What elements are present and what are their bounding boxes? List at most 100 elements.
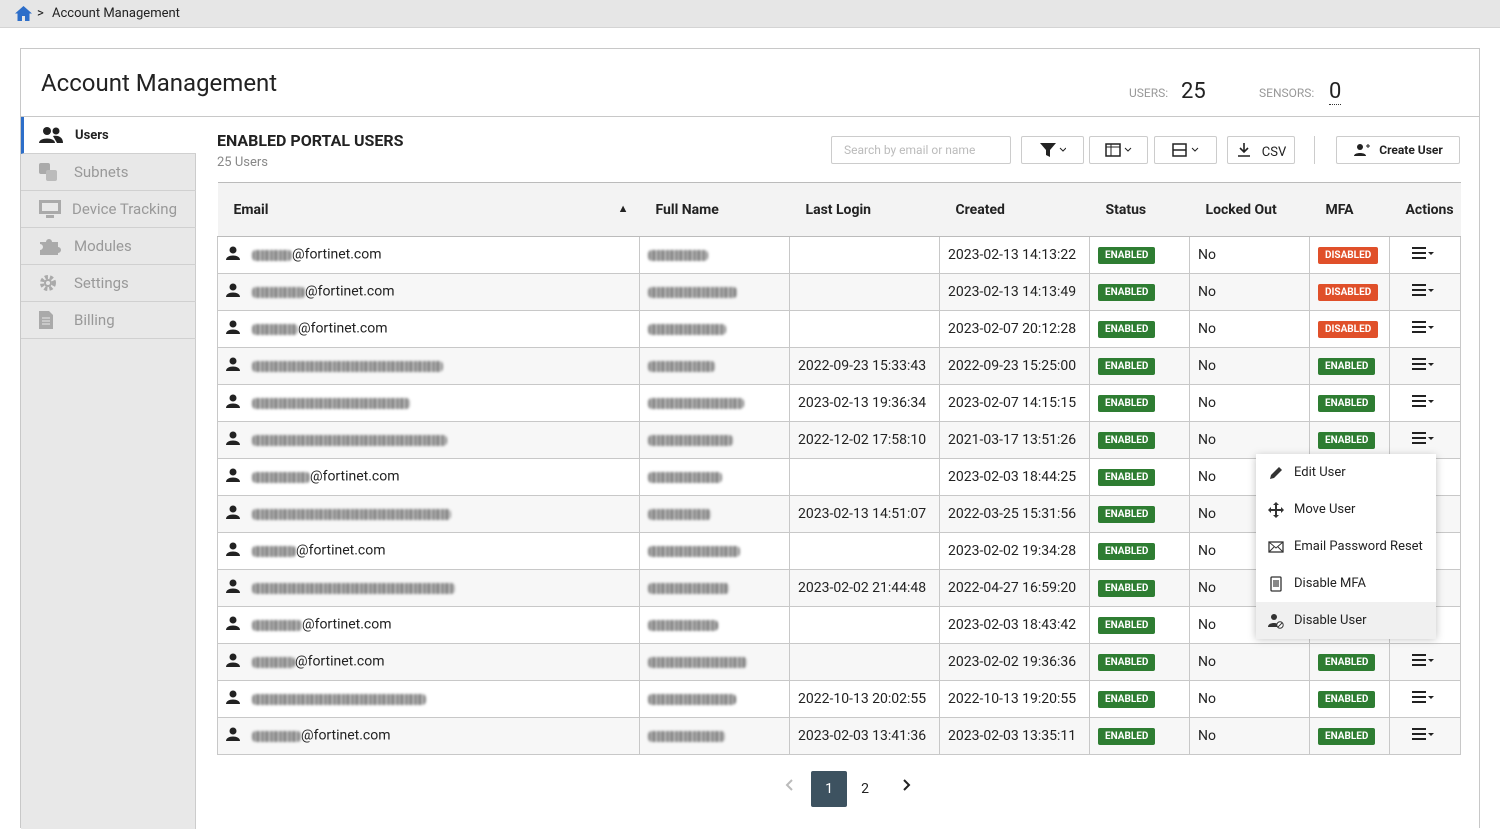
actions-button[interactable] xyxy=(1412,395,1434,411)
menu-item[interactable]: Move User xyxy=(1256,491,1436,528)
actions-button[interactable] xyxy=(1412,247,1434,263)
users-table: Email ▲ Full Name Last Login Created Status Lo… xyxy=(217,182,1461,755)
page-button[interactable]: 1 xyxy=(811,771,847,807)
email-cell: @fortinet.com xyxy=(217,236,640,274)
menu-label: Disable User xyxy=(1294,613,1367,628)
menu-item[interactable]: Email Password Reset xyxy=(1256,528,1436,565)
table-row: @fortinet.com 2023-02-02 19:36:36 ENABLED N… xyxy=(217,643,1461,681)
email-text: @fortinet.com xyxy=(305,283,395,300)
user-icon xyxy=(226,431,252,449)
created: 2023-02-13 14:13:49 xyxy=(948,284,1077,300)
sidebar-icon xyxy=(38,162,70,182)
table-row: 2022-09-23 15:33:43 2022-09-23 15:25:00 EN… xyxy=(217,347,1461,385)
locked-out: No xyxy=(1198,321,1216,337)
home-icon[interactable] xyxy=(15,6,32,21)
menu-item[interactable]: Edit User xyxy=(1256,454,1436,491)
menu-icon xyxy=(1268,501,1284,518)
actions-button[interactable] xyxy=(1412,432,1434,448)
last-login: 2022-10-13 20:02:55 xyxy=(798,691,927,707)
mfa-cell: ENABLED xyxy=(1309,680,1390,718)
actions-cell xyxy=(1389,273,1461,311)
sidebar-item[interactable]: Modules xyxy=(21,228,196,265)
locked-out: No xyxy=(1198,691,1216,707)
last-login: 2023-02-03 13:41:36 xyxy=(798,728,927,744)
created: 2022-03-25 15:31:56 xyxy=(948,506,1077,522)
actions-button[interactable] xyxy=(1412,654,1434,670)
redacted xyxy=(648,471,722,483)
sidebar-item[interactable]: Subnets xyxy=(21,154,196,191)
created-cell: 2022-04-27 16:59:20 xyxy=(939,569,1090,607)
filter-button[interactable] xyxy=(1021,136,1084,164)
menu-item[interactable]: Disable User xyxy=(1256,602,1436,639)
density-button[interactable] xyxy=(1154,136,1217,164)
badge: ENABLED xyxy=(1098,691,1156,708)
user-icon xyxy=(226,246,252,264)
actions-button[interactable] xyxy=(1412,728,1434,744)
email-text: @fortinet.com xyxy=(295,653,385,670)
menu-label: Email Password Reset xyxy=(1294,539,1423,554)
redacted xyxy=(648,397,744,409)
locked-cell: No xyxy=(1189,421,1310,459)
locked-cell: No xyxy=(1189,680,1310,718)
badge: ENABLED xyxy=(1098,469,1156,486)
sidebar: Users Subnets Device Tracking Modules Settin… xyxy=(21,117,196,829)
actions-cell xyxy=(1389,310,1461,348)
sidebar-item[interactable]: Users xyxy=(21,117,196,154)
created: 2022-10-13 19:20:55 xyxy=(948,691,1077,707)
sidebar-item[interactable]: Device Tracking xyxy=(21,191,196,228)
column-header: MFA xyxy=(1309,182,1390,237)
columns-button[interactable] xyxy=(1089,136,1148,164)
search-input[interactable]: Search by email or name xyxy=(831,136,1011,164)
email-cell xyxy=(217,384,640,422)
redacted xyxy=(648,434,733,446)
badge: ENABLED xyxy=(1098,321,1156,338)
user-icon xyxy=(226,542,252,560)
menu-icon xyxy=(1268,540,1284,554)
last-login-cell: 2023-02-02 21:44:48 xyxy=(789,569,940,607)
page-button[interactable]: 2 xyxy=(861,781,869,797)
status-cell: ENABLED xyxy=(1089,310,1190,348)
actions-button[interactable] xyxy=(1412,321,1434,337)
created-cell: 2022-03-25 15:31:56 xyxy=(939,495,1090,533)
user-icon xyxy=(226,616,252,634)
last-login-cell: 2023-02-13 19:36:34 xyxy=(789,384,940,422)
badge: ENABLED xyxy=(1098,284,1156,301)
actions-cell xyxy=(1389,643,1461,681)
email-cell xyxy=(217,421,640,459)
column-header: Actions xyxy=(1389,182,1461,237)
next-page[interactable] xyxy=(903,779,911,795)
create-user-button[interactable]: Create User xyxy=(1336,136,1460,164)
sidebar-icon xyxy=(38,310,70,330)
status-cell: ENABLED xyxy=(1089,643,1190,681)
badge: DISABLED xyxy=(1318,321,1379,338)
last-login: 2022-12-02 17:58:10 xyxy=(798,432,927,448)
mfa-cell: ENABLED xyxy=(1309,421,1390,459)
actions-button[interactable] xyxy=(1412,691,1434,707)
sidebar-item[interactable]: Settings xyxy=(21,265,196,302)
status-cell: ENABLED xyxy=(1089,236,1190,274)
redacted xyxy=(648,286,737,298)
status-cell: ENABLED xyxy=(1089,421,1190,459)
table-row: 2022-12-02 17:58:10 2021-03-17 13:51:26 EN… xyxy=(217,421,1461,459)
user-icon xyxy=(226,320,252,338)
column-header: Status xyxy=(1089,182,1190,237)
header: Account Management USERS: 25 SENSORS: 0 xyxy=(21,49,1479,117)
sidebar-item[interactable]: Billing xyxy=(21,302,196,339)
user-icon xyxy=(226,579,252,597)
redacted xyxy=(252,508,451,520)
created-cell: 2023-02-03 13:35:11 xyxy=(939,717,1090,755)
email-cell xyxy=(217,569,640,607)
actions-button[interactable] xyxy=(1412,358,1434,374)
actions-button[interactable] xyxy=(1412,284,1434,300)
redacted xyxy=(648,249,708,261)
last-login: 2023-02-13 19:36:34 xyxy=(798,395,927,411)
csv-button[interactable]: CSV xyxy=(1227,136,1295,164)
badge: ENABLED xyxy=(1098,506,1156,523)
created: 2023-02-03 18:44:25 xyxy=(948,469,1077,485)
menu-item[interactable]: Disable MFA xyxy=(1256,565,1436,602)
created-cell: 2022-10-13 19:20:55 xyxy=(939,680,1090,718)
created: 2023-02-13 14:13:22 xyxy=(948,247,1077,263)
locked-cell: No xyxy=(1189,273,1310,311)
